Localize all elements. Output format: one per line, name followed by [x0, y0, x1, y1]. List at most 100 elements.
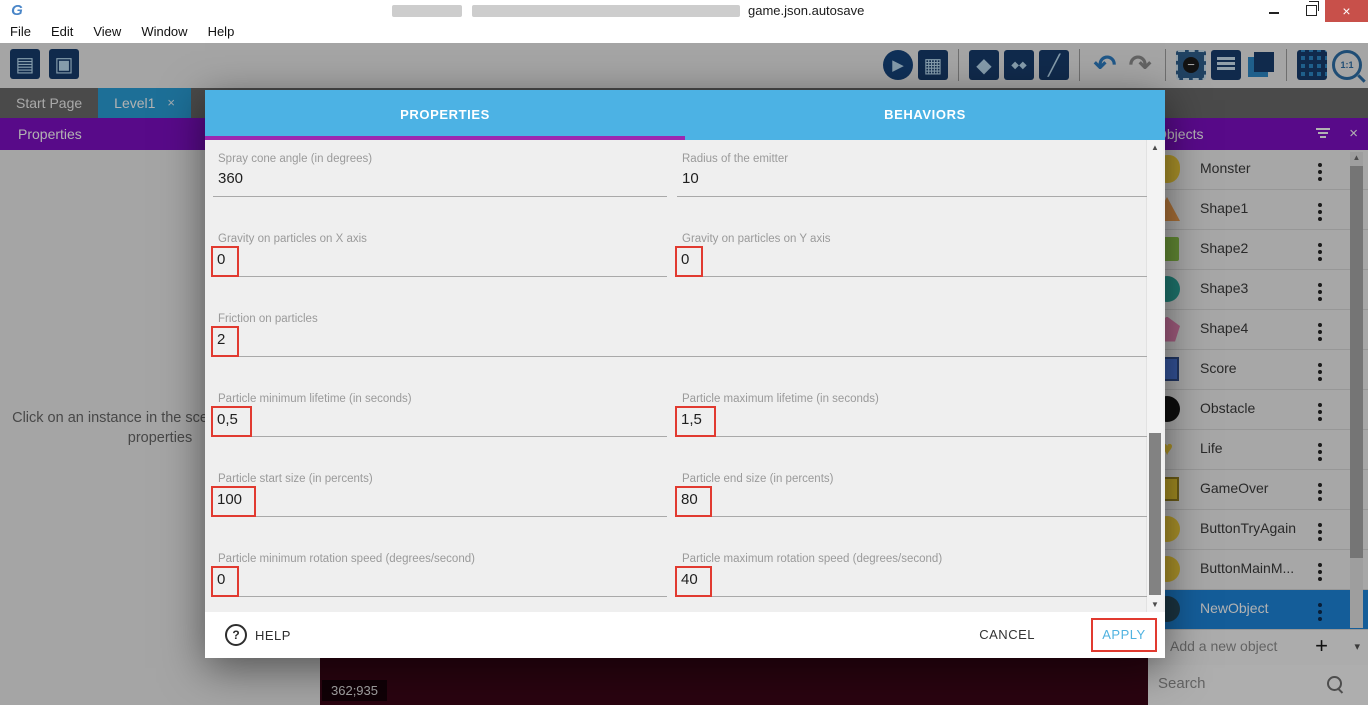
- field-input[interactable]: 2: [217, 331, 226, 348]
- dialog-body: ▲ ▼ Spray cone angle (in degrees) 360 Radi…: [205, 140, 1165, 612]
- gdevelop-logo-icon: G: [11, 2, 23, 19]
- help-label: HELP: [255, 627, 291, 643]
- dialog-scrollbar[interactable]: ▲ ▼: [1146, 140, 1163, 612]
- field-input[interactable]: 80: [681, 491, 698, 508]
- object-name: Score: [1200, 360, 1237, 376]
- object-menu-icon[interactable]: [1316, 399, 1324, 425]
- instances-list-icon[interactable]: [1211, 50, 1241, 80]
- field-label: Particle maximum lifetime (in seconds): [682, 393, 879, 405]
- objects-panel-close-icon[interactable]: ×: [1349, 125, 1358, 142]
- annotation-box: 0: [675, 246, 704, 277]
- start-page-icon[interactable]: ▣: [49, 49, 79, 79]
- blurred-title-segment: [472, 5, 740, 17]
- object-item-shape1[interactable]: Shape1: [1148, 190, 1368, 230]
- field-input[interactable]: 100: [217, 491, 243, 508]
- scroll-up-icon[interactable]: ▲: [1151, 143, 1159, 152]
- field-input[interactable]: 0: [217, 251, 226, 268]
- objects-scrollbar[interactable]: ▲: [1350, 152, 1363, 628]
- add-object-input[interactable]: [1168, 637, 1302, 655]
- object-item-life[interactable]: ♥ Life: [1148, 430, 1368, 470]
- tab-level1[interactable]: Level1 ×: [98, 88, 192, 118]
- object-item-buttontryagain[interactable]: ButtonTryAgain: [1148, 510, 1368, 550]
- menu-item-window[interactable]: Window: [141, 24, 188, 39]
- grid-icon[interactable]: [1297, 50, 1327, 80]
- cancel-button[interactable]: CANCEL: [979, 627, 1035, 642]
- object-item-monster[interactable]: Monster: [1148, 150, 1368, 190]
- filter-icon[interactable]: [1316, 128, 1330, 140]
- deselect-instances-icon[interactable]: −: [1176, 50, 1206, 80]
- object-menu-icon[interactable]: [1316, 439, 1324, 465]
- object-menu-icon[interactable]: [1316, 199, 1324, 225]
- object-menu-icon[interactable]: [1316, 519, 1324, 545]
- objects-panel: Objects × Monster Shape1 Shape2 Shape3 Shape…: [1148, 118, 1368, 705]
- debug-icon[interactable]: ▦: [918, 50, 948, 80]
- toolbar-separator: [1165, 49, 1166, 81]
- object-name: Monster: [1200, 160, 1251, 176]
- field-input[interactable]: 0,5: [217, 411, 238, 428]
- scroll-down-icon[interactable]: ▼: [1151, 600, 1159, 609]
- field-input[interactable]: 360: [218, 170, 244, 187]
- menu-item-edit[interactable]: Edit: [50, 24, 74, 39]
- layers-icon[interactable]: [1246, 50, 1276, 80]
- object-menu-icon[interactable]: [1316, 479, 1324, 505]
- add-object-plus-icon[interactable]: +: [1315, 633, 1328, 658]
- field-friction-on-particles: Friction on particles 2: [211, 313, 1147, 357]
- object-menu-icon[interactable]: [1316, 279, 1324, 305]
- field-input[interactable]: 1,5: [681, 411, 702, 428]
- object-groups-icon[interactable]: ◆◆: [1004, 50, 1034, 80]
- close-button[interactable]: ×: [1325, 0, 1368, 22]
- toolbar-separator: [958, 49, 959, 81]
- object-item-gameover[interactable]: GameOver: [1148, 470, 1368, 510]
- field-input[interactable]: 10: [682, 170, 699, 187]
- toolbar-separator: [1079, 49, 1080, 81]
- object-name: Life: [1200, 440, 1223, 456]
- play-icon[interactable]: ▶: [883, 50, 913, 80]
- message-line-2: properties: [127, 430, 193, 446]
- menu-item-help[interactable]: Help: [207, 24, 235, 39]
- objects-panel-title: Objects: [1156, 126, 1204, 142]
- dialog-scrollbar-thumb[interactable]: [1149, 433, 1161, 595]
- object-item-shape3[interactable]: Shape3: [1148, 270, 1368, 310]
- search-input[interactable]: [1156, 674, 1310, 693]
- field-input[interactable]: 40: [681, 571, 698, 588]
- field-gravity-on-particles-on-y-axis: Gravity on particles on Y axis 0: [675, 233, 1147, 277]
- tab-start-page[interactable]: Start Page: [0, 88, 98, 118]
- window-title: game.json.autosave: [748, 3, 865, 18]
- apply-button[interactable]: APPLY: [1102, 627, 1146, 642]
- annotation-box: 100: [211, 486, 257, 517]
- field-input[interactable]: 0: [217, 571, 226, 588]
- object-name: ButtonMainM...: [1200, 560, 1295, 576]
- help-button[interactable]: ? HELP: [225, 624, 291, 646]
- object-menu-icon[interactable]: [1316, 359, 1324, 385]
- dialog-tab-header: PROPERTIES BEHAVIORS: [205, 90, 1165, 140]
- zoom-1-1-icon[interactable]: 1:1: [1332, 50, 1362, 80]
- edit-objects-icon[interactable]: ╱: [1039, 50, 1069, 80]
- object-menu-icon[interactable]: [1316, 319, 1324, 345]
- field-input[interactable]: 0: [681, 251, 690, 268]
- object-item-shape2[interactable]: Shape2: [1148, 230, 1368, 270]
- redo-icon[interactable]: ↷: [1128, 49, 1152, 80]
- object-menu-icon[interactable]: [1316, 239, 1324, 265]
- object-menu-icon[interactable]: [1316, 599, 1324, 625]
- scroll-up-icon[interactable]: ▲: [1352, 153, 1361, 162]
- field-label: Particle minimum rotation speed (degrees…: [218, 553, 475, 565]
- add-object-icon[interactable]: ◆: [969, 50, 999, 80]
- minimize-button[interactable]: [1258, 0, 1290, 22]
- add-object-row: + ▾: [1148, 630, 1368, 666]
- help-icon: ?: [225, 624, 247, 646]
- object-name: Shape2: [1200, 240, 1249, 256]
- menu-item-view[interactable]: View: [93, 24, 122, 39]
- tab-close-icon[interactable]: ×: [167, 95, 176, 110]
- objects-scrollbar-thumb[interactable]: [1350, 166, 1363, 558]
- add-object-dropdown-icon[interactable]: ▾: [1354, 641, 1360, 653]
- menu-item-file[interactable]: File: [10, 24, 31, 39]
- restore-button[interactable]: [1296, 0, 1326, 22]
- modal-tab-behaviors[interactable]: BEHAVIORS: [884, 107, 966, 122]
- object-menu-icon[interactable]: [1316, 559, 1324, 585]
- project-manager-icon[interactable]: ▤: [10, 49, 40, 79]
- object-name: GameOver: [1200, 480, 1269, 496]
- undo-icon[interactable]: ↶: [1093, 49, 1117, 80]
- modal-tab-properties[interactable]: PROPERTIES: [400, 107, 490, 122]
- object-menu-icon[interactable]: [1316, 159, 1324, 185]
